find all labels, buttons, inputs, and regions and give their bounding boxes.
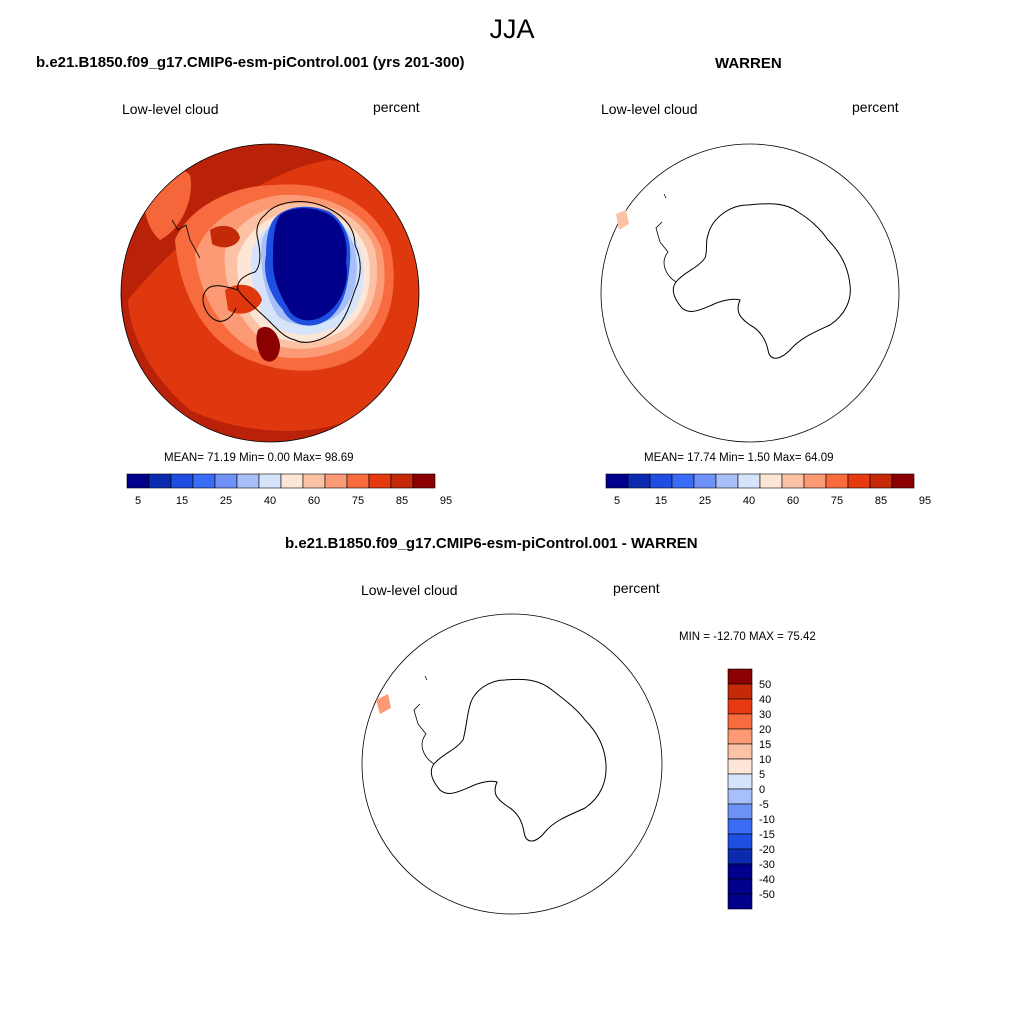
right-colorbar-swatch — [891, 473, 915, 489]
diff-colorbar-swatch — [727, 863, 753, 880]
right-panel-units-label: percent — [852, 99, 899, 115]
diff-colorbar-swatch — [727, 728, 753, 745]
left-colorbar-tick-label: 25 — [220, 495, 232, 507]
left-colorbar-tick-label: 40 — [264, 495, 276, 507]
diff-colorbar-tick-label: 15 — [759, 739, 771, 751]
right-panel-case-title: WARREN — [715, 55, 782, 72]
diff-colorbar-tick-label: 40 — [759, 694, 771, 706]
left-colorbar-swatch — [126, 473, 150, 489]
left-panel-variable-label: Low-level cloud — [122, 101, 219, 117]
diff-colorbar-swatch — [727, 698, 753, 715]
left-colorbar-tick-label: 95 — [440, 495, 452, 507]
left-colorbar-tick-label: 15 — [176, 495, 188, 507]
diff-colorbar-swatch — [727, 668, 753, 685]
right-panel-stats: MEAN= 17.74 Min= 1.50 Max= 64.09 — [644, 452, 834, 464]
left-colorbar-swatch — [236, 473, 260, 489]
left-colorbar-tick-label: 5 — [135, 495, 141, 507]
diff-colorbar-tick-label: 10 — [759, 754, 771, 766]
right-colorbar-tick-label: 5 — [614, 495, 620, 507]
diff-panel-units-label: percent — [613, 580, 660, 596]
diff-colorbar-tick-label: -50 — [759, 889, 775, 901]
left-colorbar-tick-label: 75 — [352, 495, 364, 507]
right-colorbar-swatch — [759, 473, 783, 489]
right-colorbar-swatch — [671, 473, 695, 489]
diff-colorbar-swatch — [727, 758, 753, 775]
diff-colorbar-tick-label: 20 — [759, 724, 771, 736]
left-colorbar-tick-label: 60 — [308, 495, 320, 507]
diff-colorbar-swatch — [727, 818, 753, 835]
right-colorbar-swatch — [627, 473, 651, 489]
left-colorbar-swatch — [280, 473, 304, 489]
diff-colorbar-swatch — [727, 713, 753, 730]
left-colorbar-swatch — [412, 473, 436, 489]
left-colorbar-swatch — [170, 473, 194, 489]
left-colorbar-swatch — [214, 473, 238, 489]
right-colorbar-swatch — [737, 473, 761, 489]
diff-colorbar-swatch — [727, 893, 753, 910]
right-colorbar-swatch — [649, 473, 673, 489]
right-colorbar: 5 15 25 40 60 75 85 95 — [605, 473, 931, 507]
left-colorbar-swatch — [192, 473, 216, 489]
left-colorbar-swatch — [324, 473, 348, 489]
diff-colorbar-tick-label: 0 — [759, 784, 765, 796]
left-colorbar-swatch — [346, 473, 370, 489]
diff-colorbar-tick-label: -30 — [759, 859, 775, 871]
diff-colorbar-tick-label: -15 — [759, 829, 775, 841]
diff-colorbar-tick-label: -10 — [759, 814, 775, 826]
right-colorbar-swatch — [803, 473, 827, 489]
diff-colorbar-swatch — [727, 803, 753, 820]
figure-title: JJA — [489, 14, 535, 44]
left-colorbar-swatch — [390, 473, 414, 489]
left-colorbar-swatch — [258, 473, 282, 489]
diff-colorbar-tick-label: -40 — [759, 874, 775, 886]
diff-colorbar-swatch — [727, 833, 753, 850]
right-colorbar-tick-label: 25 — [699, 495, 711, 507]
diff-colorbar-tick-label: 5 — [759, 769, 765, 781]
right-polar-map — [600, 143, 900, 443]
left-panel-case-title: b.e21.B1850.f09_g17.CMIP6-esm-piControl.… — [36, 54, 465, 71]
left-panel-stats: MEAN= 71.19 Min= 0.00 Max= 98.69 — [164, 452, 354, 464]
right-panel-variable-label: Low-level cloud — [601, 101, 698, 117]
right-colorbar-tick-label: 40 — [743, 495, 755, 507]
left-colorbar-swatch — [148, 473, 172, 489]
right-colorbar-swatch — [605, 473, 629, 489]
left-polar-map — [120, 143, 420, 443]
diff-colorbar-swatch — [727, 848, 753, 865]
diff-panel-variable-label: Low-level cloud — [361, 582, 458, 598]
right-colorbar-tick-label: 95 — [919, 495, 931, 507]
left-colorbar-swatch — [302, 473, 326, 489]
right-colorbar-swatch — [825, 473, 849, 489]
left-colorbar-swatch — [368, 473, 392, 489]
diff-panel-stats: MIN = -12.70 MAX = 75.42 — [679, 631, 816, 643]
left-colorbar-tick-label: 85 — [396, 495, 408, 507]
right-colorbar-swatch — [847, 473, 871, 489]
diff-colorbar-swatch — [727, 743, 753, 760]
left-colorbar: 5 15 25 40 60 75 85 95 — [126, 473, 452, 507]
right-colorbar-tick-label: 15 — [655, 495, 667, 507]
diff-colorbar-swatch — [727, 878, 753, 895]
diff-colorbar-tick-label: -20 — [759, 844, 775, 856]
right-colorbar-swatch — [715, 473, 739, 489]
diff-panel-case-title: b.e21.B1850.f09_g17.CMIP6-esm-piControl.… — [285, 535, 698, 552]
right-colorbar-tick-label: 60 — [787, 495, 799, 507]
diff-colorbar-tick-label: 30 — [759, 709, 771, 721]
right-colorbar-tick-label: 85 — [875, 495, 887, 507]
right-colorbar-swatch — [869, 473, 893, 489]
left-panel-units-label: percent — [373, 99, 420, 115]
diff-colorbar-tick-label: -5 — [759, 799, 769, 811]
right-colorbar-swatch — [693, 473, 717, 489]
right-colorbar-tick-label: 75 — [831, 495, 843, 507]
diff-colorbar-swatch — [727, 788, 753, 805]
diff-colorbar-swatch — [727, 683, 753, 700]
diff-colorbar-swatch — [727, 773, 753, 790]
diff-polar-map — [361, 613, 663, 915]
right-colorbar-swatch — [781, 473, 805, 489]
diff-colorbar-tick-label: 50 — [759, 679, 771, 691]
